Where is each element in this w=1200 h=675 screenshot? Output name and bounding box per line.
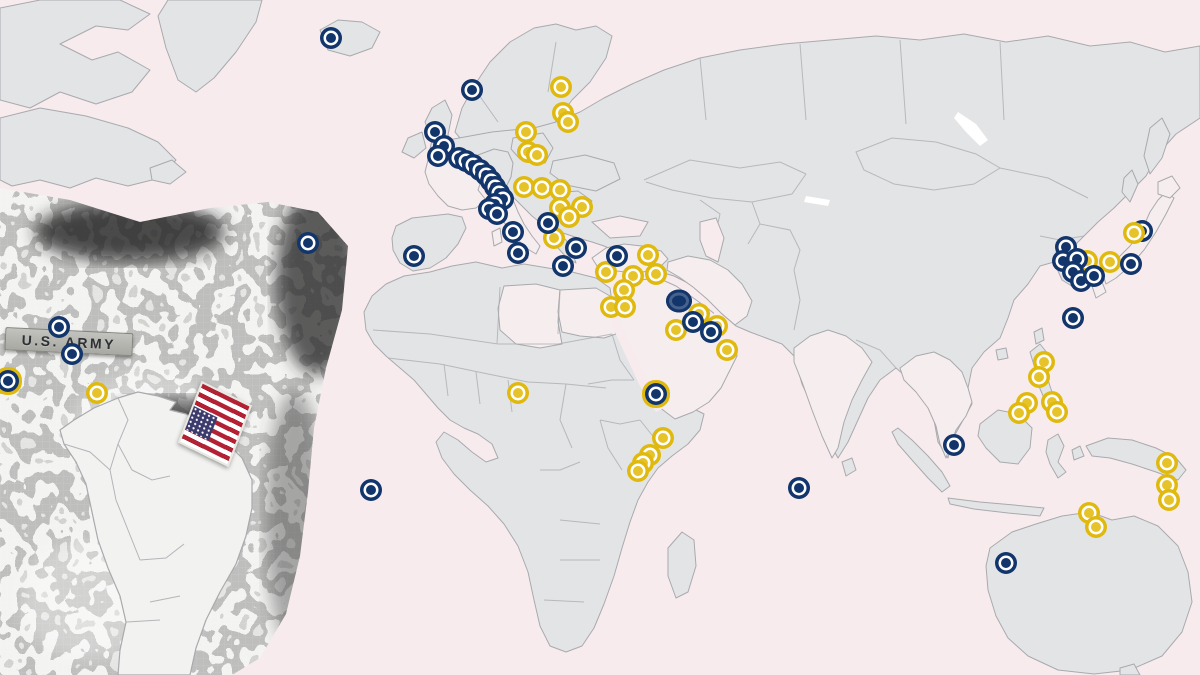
- south-america: [59, 391, 253, 675]
- country-borders: [372, 39, 1089, 603]
- photo-dark-shadow-top: [35, 202, 225, 262]
- lakes: [590, 112, 988, 412]
- us-flag-canton: [185, 406, 218, 441]
- army-name-tape-label: U.S. ARMY: [21, 331, 117, 352]
